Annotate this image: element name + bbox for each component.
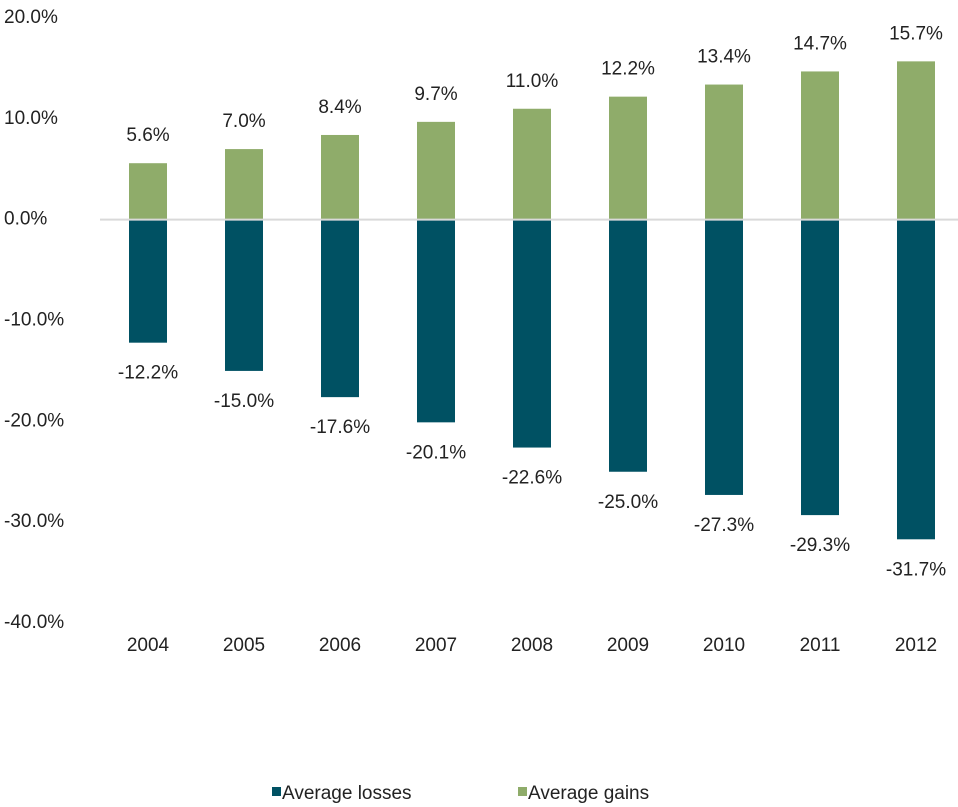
legend-label: Average gains [528,783,649,804]
data-label: -17.6% [310,417,370,438]
bar [609,96,647,220]
bar [417,219,455,423]
x-tick-label: 2008 [511,635,553,656]
data-label: 5.6% [126,125,169,146]
legend-swatch [518,787,527,796]
bar [609,219,647,472]
bar [129,163,167,220]
data-label: 13.4% [697,47,751,68]
bar [705,219,743,495]
data-label: -31.7% [886,559,946,580]
x-tick-label: 2007 [415,635,457,656]
y-tick-label: -20.0% [4,410,64,431]
x-tick-label: 2006 [319,635,361,656]
y-tick-label: -10.0% [4,310,64,331]
x-tick-label: 2011 [800,635,841,656]
data-label: -27.3% [694,515,754,536]
y-tick-label: 20.0% [4,7,58,28]
data-label: 11.0% [506,71,559,92]
y-tick-label: -30.0% [4,511,64,532]
bar [513,219,551,448]
x-tick-label: 2004 [127,635,170,656]
data-label: 14.7% [793,33,847,54]
x-tick-label: 2009 [607,635,649,656]
data-label: 15.7% [889,23,943,44]
bar [129,219,167,343]
x-tick-label: 2010 [703,635,745,656]
data-label: -15.0% [214,391,274,412]
bar [801,71,839,220]
bar [705,84,743,220]
y-tick-label: -40.0% [4,612,64,633]
data-label: 8.4% [318,97,361,118]
x-tick-label: 2005 [223,635,265,656]
y-tick-label: 10.0% [4,108,58,129]
bar [801,219,839,516]
x-tick-label: 2012 [895,635,937,656]
bar [225,219,263,371]
data-label: -22.6% [502,468,562,489]
data-label: -29.3% [790,535,850,556]
data-label: 9.7% [414,84,457,105]
data-label: -20.1% [406,442,466,463]
legend-label: Average losses [282,783,412,804]
data-label: 12.2% [601,59,655,80]
bar [513,108,551,220]
data-label: -12.2% [118,363,178,384]
bar [417,121,455,220]
bar [897,61,935,220]
bar [897,219,935,540]
data-label: -25.0% [598,492,658,513]
legend-swatch [272,787,281,796]
y-tick-label: 0.0% [4,209,47,230]
bar [321,134,359,220]
data-label: 7.0% [222,111,265,132]
bar [321,219,359,398]
bar [225,149,263,220]
